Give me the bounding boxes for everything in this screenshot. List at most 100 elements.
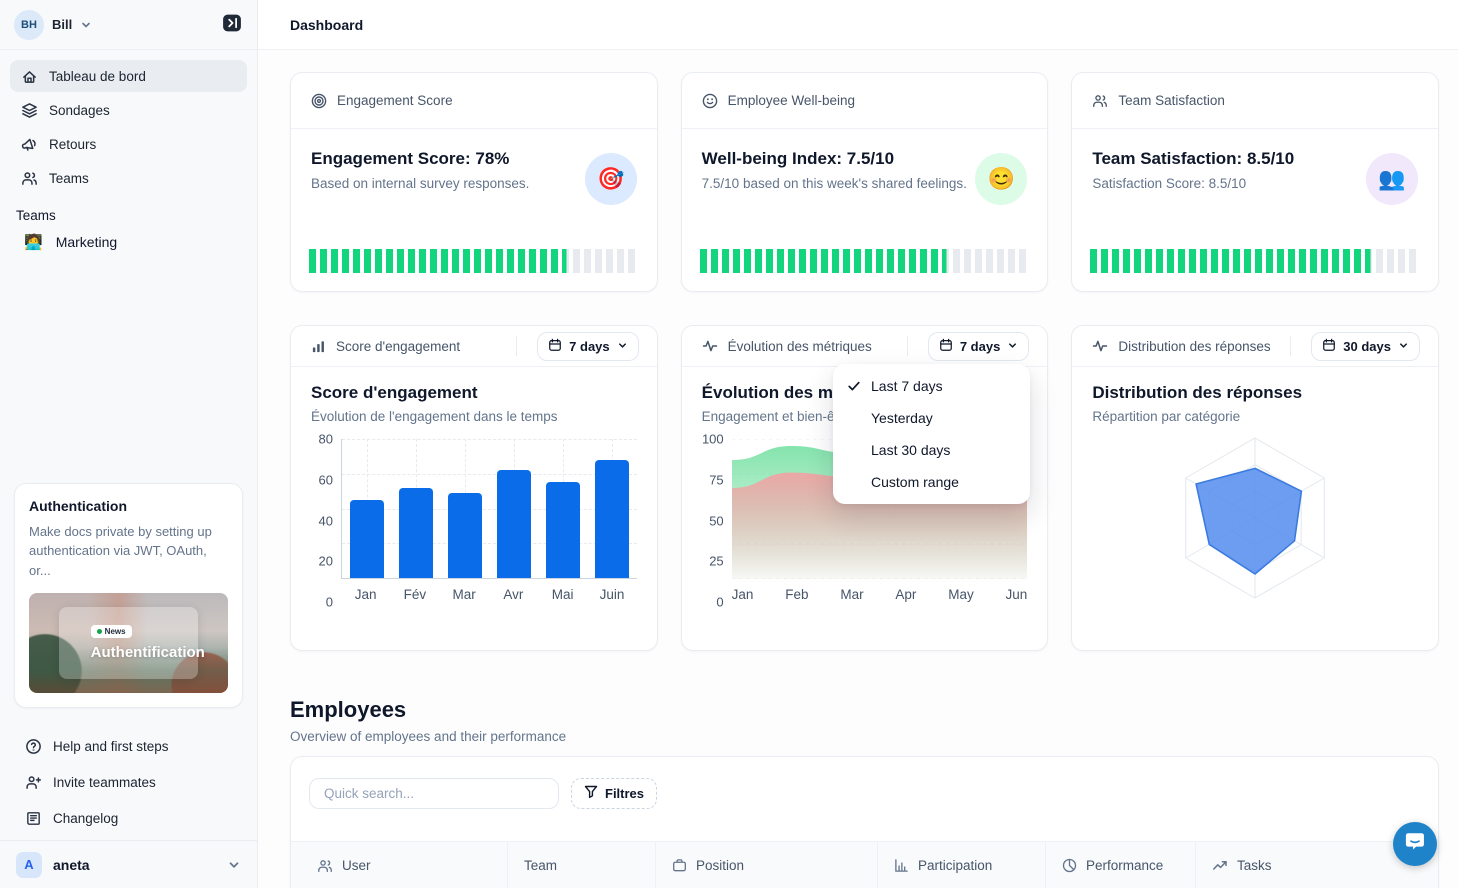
column-header-label: Participation — [918, 858, 993, 873]
sidebar-item-invite[interactable]: Invite teammates — [10, 764, 247, 800]
column-header-team: Team — [508, 842, 656, 888]
bar-chart — [341, 439, 637, 579]
x-axis-labels: Jan Fév Mar Avr Mai Juin — [341, 587, 637, 602]
column-header-label: User — [342, 858, 371, 873]
briefcase-icon — [672, 858, 687, 873]
content: Engagement Score Engagement Score: 78% B… — [258, 50, 1458, 888]
card-header-label: Distribution des réponses — [1118, 338, 1271, 354]
page-title: Dashboard — [290, 16, 364, 33]
users-icon — [1092, 93, 1108, 109]
check-icon — [847, 379, 871, 393]
menu-item-label: Last 30 days — [871, 442, 951, 458]
x-tick-label: May — [948, 587, 974, 602]
promo-image-title: Authentification — [90, 644, 205, 661]
card-header-label: Score d'engagement — [336, 338, 461, 354]
sidebar-item-teams[interactable]: Teams — [10, 162, 247, 194]
chart-title: Distribution des réponses — [1092, 383, 1303, 402]
date-range-button[interactable]: 30 days — [1311, 331, 1420, 361]
column-header-label: Performance — [1086, 858, 1164, 873]
user-name[interactable]: Bill — [52, 17, 73, 32]
x-tick-label: Feb — [785, 587, 809, 602]
authentication-promo-card[interactable]: Authentication Make docs private by sett… — [14, 482, 243, 708]
x-tick-label: Mai — [551, 587, 574, 602]
chart-title: Score d'engagement — [311, 383, 478, 402]
funnel-icon — [584, 785, 598, 802]
activity-icon — [1092, 338, 1108, 354]
employees-title: Employees — [290, 697, 407, 722]
card-header-label: Employee Well-being — [727, 93, 855, 108]
bar-chart-icon — [894, 858, 909, 873]
sidebar-footer-nav: Help and first steps Invite teammates Ch… — [0, 722, 257, 836]
engagement-score-card: Engagement Score Engagement Score: 78% B… — [290, 72, 658, 292]
help-circle-icon — [24, 738, 42, 755]
stat-title: Engagement Score: 78% — [311, 149, 510, 168]
menu-item[interactable]: Last 7 days — [833, 370, 1030, 402]
date-range-button[interactable]: 7 days — [537, 331, 639, 361]
chart-subtitle: Répartition par catégorie — [1092, 409, 1241, 424]
date-range-button[interactable]: 7 days — [927, 331, 1030, 361]
promo-title: Authentication — [29, 497, 127, 514]
sidebar-item-tableau-de-bord[interactable]: Tableau de bord — [10, 60, 247, 92]
bar-slot — [592, 439, 632, 578]
sidebar-item-label: Invite teammates — [53, 774, 156, 790]
stat-subtitle: 7.5/10 based on this week's shared feeli… — [701, 176, 967, 191]
column-header-user: User — [291, 842, 508, 888]
sidebar-item-retours[interactable]: Retours — [10, 128, 247, 160]
news-dot-icon — [96, 629, 102, 634]
chat-launcher-button[interactable] — [1393, 822, 1437, 866]
chart-subtitle: Évolution de l'engagement dans le temps — [311, 409, 558, 424]
stat-subtitle: Satisfaction Score: 8.5/10 — [1092, 176, 1247, 191]
promo-image-overlay: News Authentification — [58, 607, 205, 679]
smile-icon — [702, 93, 718, 109]
sidebar-item-marketing[interactable]: 🧑‍💻 Marketing — [10, 225, 247, 259]
target-emoji-icon: 🎯 — [584, 153, 637, 205]
menu-item[interactable]: Yesterday — [833, 402, 1030, 434]
engagement-chart-card: Score d'engagement 7 days Score d'engage… — [290, 325, 658, 651]
menu-item[interactable]: Custom range — [833, 466, 1030, 498]
menu-item-label: Yesterday — [871, 410, 933, 426]
search-input[interactable] — [309, 778, 559, 809]
bar-slot — [543, 439, 583, 578]
busts-emoji-icon: 👥 — [1365, 153, 1418, 205]
chevron-down-icon — [1007, 339, 1018, 354]
x-tick-label: Mar — [840, 587, 864, 602]
x-tick-label: Jun — [1005, 587, 1028, 602]
sidebar-item-sondages[interactable]: Sondages — [10, 94, 247, 126]
card-header-label: Team Satisfaction — [1118, 93, 1225, 108]
sidebar-item-label: Changelog — [53, 810, 119, 826]
trending-up-icon — [1212, 858, 1228, 874]
chevron-down-icon[interactable] — [80, 19, 92, 31]
sidebar-nav: Tableau de bord Sondages Retours Teams — [10, 60, 247, 194]
pie-chart-icon — [1062, 858, 1077, 873]
card-header-label: Évolution des métriques — [727, 338, 872, 354]
sidebar-item-help[interactable]: Help and first steps — [10, 728, 247, 764]
chevron-down-icon — [227, 858, 241, 872]
employees-subtitle: Overview of employees and their performa… — [290, 729, 567, 744]
stat-title: Team Satisfaction: 8.5/10 — [1092, 149, 1295, 168]
bar — [349, 499, 384, 578]
sidebar-item-label: Help and first steps — [53, 738, 169, 754]
users-icon — [317, 858, 333, 874]
y-axis-labels: 80 60 40 20 0 — [318, 431, 333, 610]
x-axis-labels: Jan Feb Mar Apr May Jun — [732, 587, 1028, 602]
promo-image[interactable]: News Authentification — [29, 593, 228, 693]
column-header-tasks: Tasks — [1196, 842, 1438, 888]
bar — [545, 482, 580, 578]
calendar-icon — [1322, 338, 1336, 355]
sidebar: BH Bill Tableau de bord — [0, 0, 258, 888]
bar — [595, 459, 630, 578]
menu-item[interactable]: Last 30 days — [833, 434, 1030, 466]
bar — [398, 487, 433, 578]
x-tick-label: Fév — [403, 587, 427, 602]
workspace-name: aneta — [53, 856, 90, 873]
chevron-down-icon — [1398, 339, 1409, 354]
card-header-label: Engagement Score — [337, 93, 453, 108]
collapse-sidebar-button[interactable] — [219, 12, 245, 38]
sidebar-item-changelog[interactable]: Changelog — [10, 800, 247, 836]
filters-button[interactable]: Filtres — [571, 778, 658, 809]
avatar: BH — [14, 9, 44, 40]
workspace-switcher[interactable]: A aneta — [0, 840, 257, 888]
x-tick-label: Jan — [354, 587, 377, 602]
megaphone-icon — [20, 136, 38, 153]
sidebar-header: BH Bill — [0, 0, 257, 50]
